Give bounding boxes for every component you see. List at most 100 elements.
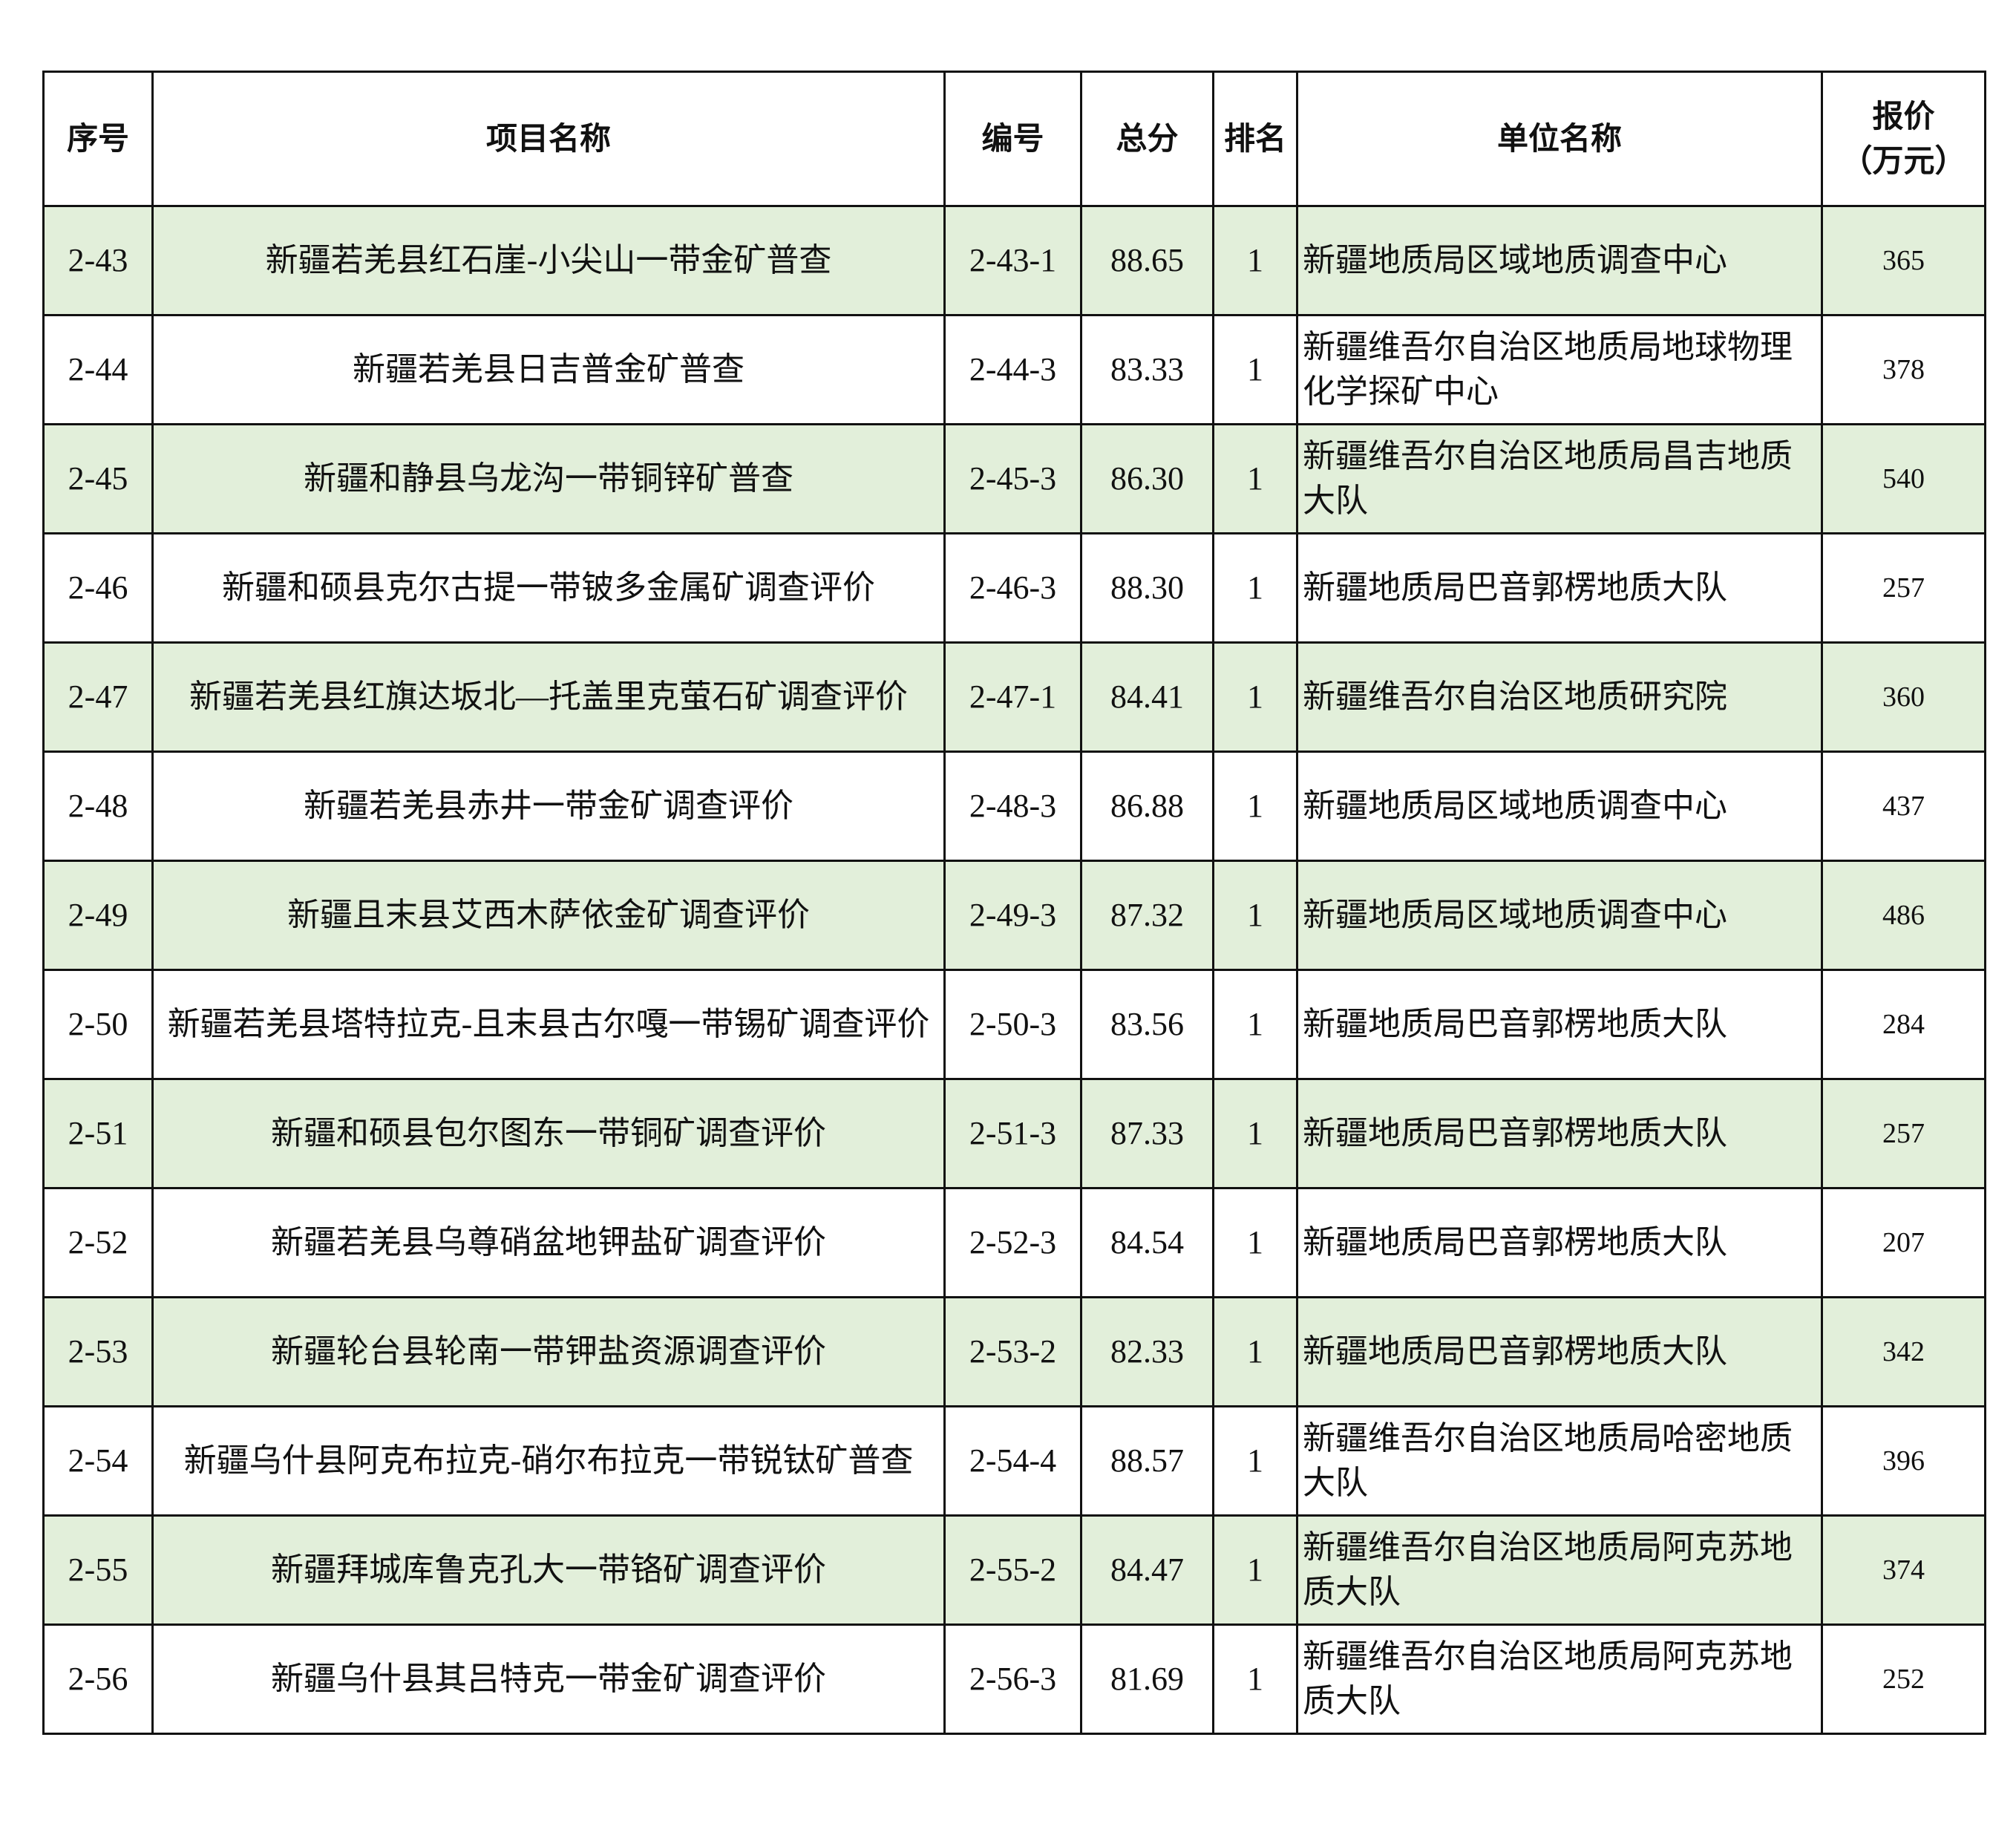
cell-unit: 新疆维吾尔自治区地质研究院	[1296, 641, 1823, 753]
cell-seq: 2-53	[42, 1296, 154, 1407]
cell-unit: 新疆地质局巴音郭楞地质大队	[1296, 1296, 1823, 1407]
cell-score: 88.30	[1080, 532, 1214, 644]
cell-project: 新疆和硕县克尔古提一带铍多金属矿调查评价	[151, 532, 946, 644]
cell-price: 378	[1821, 314, 1986, 425]
cell-price: 257	[1821, 1078, 1986, 1189]
cell-price: 374	[1821, 1514, 1986, 1626]
cell-seq: 2-52	[42, 1187, 154, 1298]
cell-code: 2-46-3	[943, 532, 1082, 644]
cell-rank: 1	[1212, 860, 1298, 971]
cell-score: 88.65	[1080, 205, 1214, 316]
cell-code: 2-55-2	[943, 1514, 1082, 1626]
cell-project: 新疆轮台县轮南一带钾盐资源调查评价	[151, 1296, 946, 1407]
cell-price: 257	[1821, 532, 1986, 644]
table-row: 2-49 新疆且末县艾西木萨依金矿调查评价 2-49-3 87.32 1 新疆地质局区域地…	[42, 860, 1986, 971]
cell-score: 84.41	[1080, 641, 1214, 753]
cell-project: 新疆若羌县红旗达坂北—托盖里克萤石矿调查评价	[151, 641, 946, 753]
cell-score: 82.33	[1080, 1296, 1214, 1407]
cell-rank: 1	[1212, 1514, 1298, 1626]
cell-unit: 新疆维吾尔自治区地质局哈密地质大队	[1296, 1405, 1823, 1517]
cell-seq: 2-48	[42, 751, 154, 862]
cell-project: 新疆若羌县日吉普金矿普查	[151, 314, 946, 425]
cell-seq: 2-47	[42, 641, 154, 753]
cell-code: 2-51-3	[943, 1078, 1082, 1189]
cell-unit: 新疆维吾尔自治区地质局地球物理化学探矿中心	[1296, 314, 1823, 425]
table-row: 2-53 新疆轮台县轮南一带钾盐资源调查评价 2-53-2 82.33 1 新疆地质局巴音…	[42, 1296, 1986, 1407]
cell-score: 84.54	[1080, 1187, 1214, 1298]
cell-unit: 新疆地质局巴音郭楞地质大队	[1296, 1187, 1823, 1298]
cell-project: 新疆若羌县红石崖-小尖山一带金矿普查	[151, 205, 946, 316]
cell-rank: 1	[1212, 641, 1298, 753]
table-row: 2-50 新疆若羌县塔特拉克-且末县古尔嘎一带锡矿调查评价 2-50-3 83.56 1…	[42, 969, 1986, 1080]
cell-seq: 2-45	[42, 423, 154, 534]
cell-code: 2-49-3	[943, 860, 1082, 971]
cell-unit: 新疆地质局区域地质调查中心	[1296, 205, 1823, 316]
cell-score: 88.57	[1080, 1405, 1214, 1517]
cell-rank: 1	[1212, 969, 1298, 1080]
cell-unit: 新疆地质局区域地质调查中心	[1296, 860, 1823, 971]
cell-score: 87.32	[1080, 860, 1214, 971]
cell-score: 87.33	[1080, 1078, 1214, 1189]
cell-price: 342	[1821, 1296, 1986, 1407]
cell-rank: 1	[1212, 205, 1298, 316]
table-row: 2-46 新疆和硕县克尔古提一带铍多金属矿调查评价 2-46-3 88.30 1 新疆地质…	[42, 532, 1986, 644]
table-row: 2-43 新疆若羌县红石崖-小尖山一带金矿普查 2-43-1 88.65 1 新疆地质局区…	[42, 205, 1986, 316]
cell-unit: 新疆维吾尔自治区地质局阿克苏地质大队	[1296, 1623, 1823, 1735]
cell-price: 437	[1821, 751, 1986, 862]
header-price-line1: 报价	[1872, 98, 1935, 134]
cell-score: 83.56	[1080, 969, 1214, 1080]
cell-unit: 新疆地质局巴音郭楞地质大队	[1296, 969, 1823, 1080]
cell-seq: 2-49	[42, 860, 154, 971]
cell-seq: 2-43	[42, 205, 154, 316]
cell-price: 486	[1821, 860, 1986, 971]
cell-code: 2-45-3	[943, 423, 1082, 534]
cell-score: 86.88	[1080, 751, 1214, 862]
cell-price: 252	[1821, 1623, 1986, 1735]
cell-project: 新疆拜城库鲁克孔大一带铬矿调查评价	[151, 1514, 946, 1626]
cell-project: 新疆和静县乌龙沟一带铜锌矿普查	[151, 423, 946, 534]
cell-seq: 2-44	[42, 314, 154, 425]
cell-seq: 2-56	[42, 1623, 154, 1735]
cell-unit: 新疆地质局区域地质调查中心	[1296, 751, 1823, 862]
cell-project: 新疆若羌县塔特拉克-且末县古尔嘎一带锡矿调查评价	[151, 969, 946, 1080]
cell-seq: 2-51	[42, 1078, 154, 1189]
cell-price: 396	[1821, 1405, 1986, 1517]
cell-score: 84.47	[1080, 1514, 1214, 1626]
table-row: 2-55 新疆拜城库鲁克孔大一带铬矿调查评价 2-55-2 84.47 1 新疆维吾尔自治…	[42, 1514, 1986, 1626]
cell-unit: 新疆维吾尔自治区地质局昌吉地质大队	[1296, 423, 1823, 534]
cell-rank: 1	[1212, 1405, 1298, 1517]
header-row: 序号 项目名称 编号 总分 排名 单位名称 报价 （万元）	[42, 71, 1986, 207]
cell-price: 360	[1821, 641, 1986, 753]
cell-code: 2-56-3	[943, 1623, 1082, 1735]
cell-rank: 1	[1212, 1078, 1298, 1189]
cell-rank: 1	[1212, 1187, 1298, 1298]
cell-project: 新疆且末县艾西木萨依金矿调查评价	[151, 860, 946, 971]
cell-price: 365	[1821, 205, 1986, 316]
cell-project: 新疆乌什县其吕特克一带金矿调查评价	[151, 1623, 946, 1735]
cell-seq: 2-55	[42, 1514, 154, 1626]
header-code: 编号	[943, 71, 1082, 207]
cell-score: 81.69	[1080, 1623, 1214, 1735]
cell-project: 新疆若羌县乌尊硝盆地钾盐矿调查评价	[151, 1187, 946, 1298]
header-unit: 单位名称	[1296, 71, 1823, 207]
cell-rank: 1	[1212, 532, 1298, 644]
cell-price: 207	[1821, 1187, 1986, 1298]
results-table: 序号 项目名称 编号 总分 排名 单位名称 报价 （万元） 2-43 新疆若羌县红石…	[42, 71, 1986, 1735]
table-row: 2-51 新疆和硕县包尔图东一带铜矿调查评价 2-51-3 87.33 1 新疆地质局巴音…	[42, 1078, 1986, 1189]
cell-code: 2-54-4	[943, 1405, 1082, 1517]
cell-score: 83.33	[1080, 314, 1214, 425]
header-price: 报价 （万元）	[1821, 71, 1986, 207]
cell-seq: 2-54	[42, 1405, 154, 1517]
table-row: 2-47 新疆若羌县红旗达坂北—托盖里克萤石矿调查评价 2-47-1 84.41 1 新疆…	[42, 641, 1986, 753]
cell-rank: 1	[1212, 751, 1298, 862]
cell-price: 540	[1821, 423, 1986, 534]
cell-rank: 1	[1212, 1623, 1298, 1735]
cell-rank: 1	[1212, 314, 1298, 425]
cell-code: 2-47-1	[943, 641, 1082, 753]
table-row: 2-54 新疆乌什县阿克布拉克-硝尔布拉克一带锐钛矿普查 2-54-4 88.57 1 新…	[42, 1405, 1986, 1517]
cell-code: 2-52-3	[943, 1187, 1082, 1298]
table-row: 2-44 新疆若羌县日吉普金矿普查 2-44-3 83.33 1 新疆维吾尔自治区地质局地…	[42, 314, 1986, 425]
cell-seq: 2-50	[42, 969, 154, 1080]
cell-project: 新疆乌什县阿克布拉克-硝尔布拉克一带锐钛矿普查	[151, 1405, 946, 1517]
cell-rank: 1	[1212, 423, 1298, 534]
